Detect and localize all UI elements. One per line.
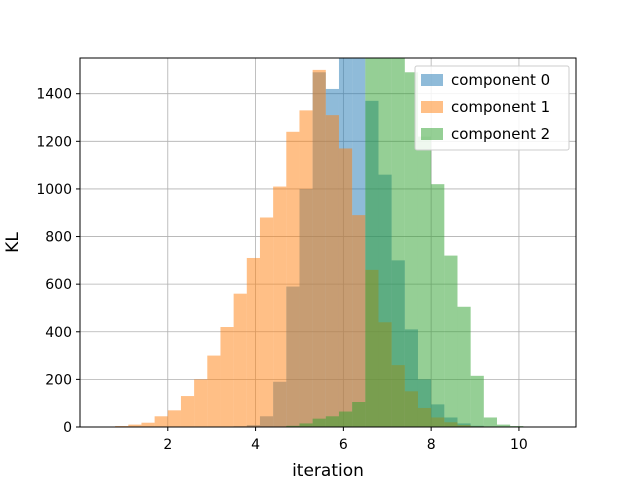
plot-frame — [79, 57, 577, 428]
histogram-bar — [391, 58, 405, 427]
histogram-bar — [483, 417, 497, 427]
histogram-bar — [286, 425, 300, 427]
legend-swatch — [421, 101, 443, 113]
histogram-bar — [259, 217, 274, 427]
histogram-bar — [128, 424, 142, 427]
histogram-bar — [246, 257, 260, 427]
legend-swatch — [421, 74, 443, 86]
histogram-bar — [365, 58, 379, 427]
x-tick-label: 10 — [510, 437, 528, 453]
histogram-bar — [299, 423, 313, 427]
series-1-bars — [115, 69, 484, 428]
histogram-bar — [470, 375, 484, 427]
histogram-bar — [378, 58, 392, 427]
y-tick-label: 1000 — [36, 182, 72, 198]
legend-box — [414, 65, 570, 151]
x-tick-label: 4 — [251, 437, 260, 453]
x-axis-label: iteration — [292, 461, 364, 480]
histogram-bar — [352, 215, 366, 427]
histogram-bar — [338, 411, 353, 427]
histogram-bars — [115, 58, 550, 428]
histogram-bar — [431, 184, 445, 427]
histogram-bar — [325, 416, 339, 427]
x-tick-label: 6 — [339, 437, 348, 453]
histogram-bar — [141, 422, 155, 427]
histogram-bar — [233, 293, 247, 427]
y-tick-label: 800 — [45, 230, 72, 246]
histogram-bar — [207, 355, 221, 427]
histogram-bar — [286, 131, 300, 428]
histogram-bar — [180, 396, 195, 427]
y-tick-label: 400 — [45, 325, 72, 341]
y-tick-label: 1400 — [36, 87, 72, 103]
y-tick-label: 0 — [63, 420, 72, 436]
legend-label: component 1 — [451, 98, 550, 116]
y-axis-label: KL — [3, 232, 23, 253]
legend-swatch — [421, 128, 443, 140]
y-axis-ticks: 0 200 400 600 800 1000 1200 1400 — [36, 87, 80, 436]
histogram-bar — [352, 402, 366, 427]
legend-label: component 2 — [451, 125, 550, 143]
histogram-bar — [312, 418, 326, 427]
histogram-bar — [220, 327, 234, 427]
x-axis-ticks: 2 4 6 8 10 — [163, 427, 528, 453]
y-tick-label: 600 — [45, 277, 72, 293]
histogram-bar — [444, 255, 458, 427]
legend: component 0 component 1 component 2 — [414, 65, 570, 151]
histogram-bar — [312, 69, 326, 427]
histogram-bar — [496, 424, 511, 427]
x-tick-label: 2 — [163, 437, 172, 453]
histogram-bar — [417, 136, 432, 428]
histogram-bar — [154, 416, 168, 427]
legend-label: component 0 — [451, 71, 550, 89]
histogram-bar — [325, 115, 339, 427]
histogram-bar — [457, 306, 471, 427]
histogram-bar — [404, 72, 418, 427]
histogram-bar — [338, 148, 353, 427]
histogram-bar — [194, 379, 208, 427]
x-tick-label: 8 — [427, 437, 436, 453]
series-2-bars — [286, 58, 524, 428]
histogram-bar — [299, 110, 313, 427]
histogram-bar — [167, 410, 181, 427]
y-tick-label: 200 — [45, 372, 72, 388]
y-tick-label: 1200 — [36, 134, 72, 150]
histogram-bar — [273, 186, 287, 427]
